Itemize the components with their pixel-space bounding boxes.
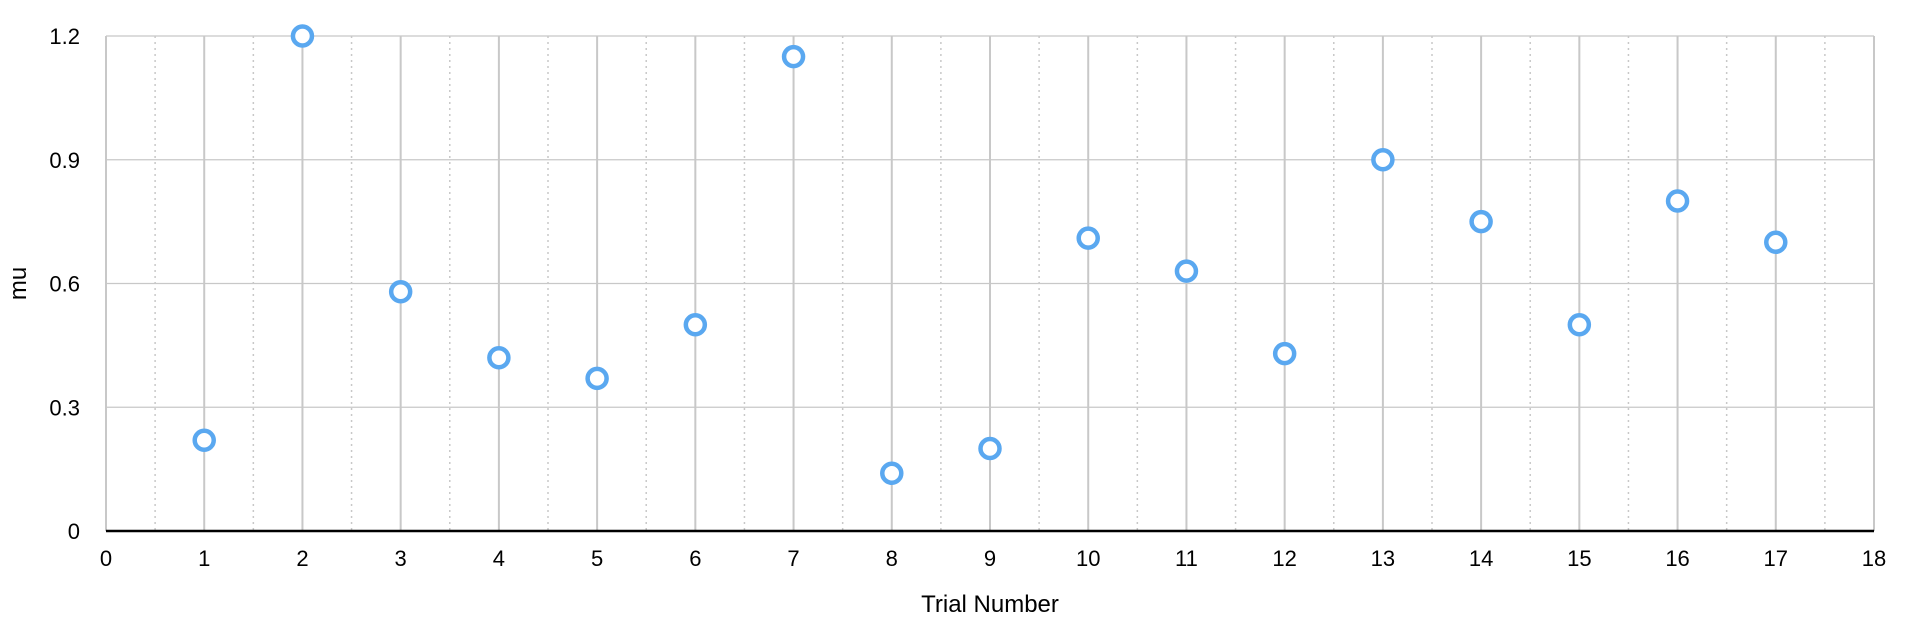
x-tick-label: 3 [395, 546, 407, 571]
x-tick-label: 4 [493, 546, 505, 571]
x-tick-label: 18 [1862, 546, 1886, 571]
x-tick-label: 14 [1469, 546, 1493, 571]
data-point [978, 436, 1002, 461]
data-point [1665, 189, 1690, 213]
data-point [1567, 313, 1592, 337]
data-point [388, 280, 413, 304]
x-tick-label: 13 [1371, 546, 1395, 571]
data-point [290, 24, 315, 48]
data-point [487, 346, 511, 370]
grid-layer [106, 35, 1875, 531]
data-point [1469, 209, 1493, 234]
x-tick-label: 15 [1567, 546, 1591, 571]
data-points [192, 24, 1788, 485]
data-point [683, 313, 708, 337]
y-tick-label: 0 [68, 519, 80, 544]
x-tick-label: 12 [1272, 546, 1296, 571]
data-point [1764, 230, 1788, 254]
x-tick-label: 7 [787, 546, 799, 571]
x-tick-label: 8 [886, 546, 898, 571]
data-point [585, 366, 609, 391]
data-point [1076, 226, 1100, 250]
y-axis-title: mu [5, 267, 32, 300]
data-point [1272, 341, 1297, 366]
x-tick-label: 11 [1175, 546, 1198, 571]
tick-labels: 0 1 2 3 4 5 6 7 8 9 10 11 12 13 14 15 16 17 1800.30.60.91.… [49, 24, 1886, 571]
x-axis-title: Trial Number [921, 591, 1059, 618]
x-tick-label: 0 [100, 546, 112, 571]
data-point [1371, 148, 1395, 172]
data-point [1174, 259, 1199, 283]
x-tick-label: 2 [296, 546, 308, 571]
data-point [192, 428, 216, 452]
x-tick-label: 16 [1665, 546, 1689, 571]
x-tick-label: 9 [984, 546, 996, 571]
data-point [781, 44, 806, 69]
y-tick-label: 0.9 [49, 148, 80, 173]
y-tick-label: 0.3 [49, 395, 80, 420]
axis-layer [105, 36, 1874, 533]
x-tick-label: 6 [689, 546, 701, 571]
x-tick-label: 17 [1764, 546, 1788, 571]
x-tick-label: 10 [1076, 546, 1100, 571]
x-tick-label: 1 [198, 546, 210, 571]
x-tick-label: 5 [591, 546, 603, 571]
y-tick-label: 1.2 [49, 24, 80, 49]
y-tick-label: 0.6 [49, 272, 80, 297]
data-point [880, 461, 904, 485]
